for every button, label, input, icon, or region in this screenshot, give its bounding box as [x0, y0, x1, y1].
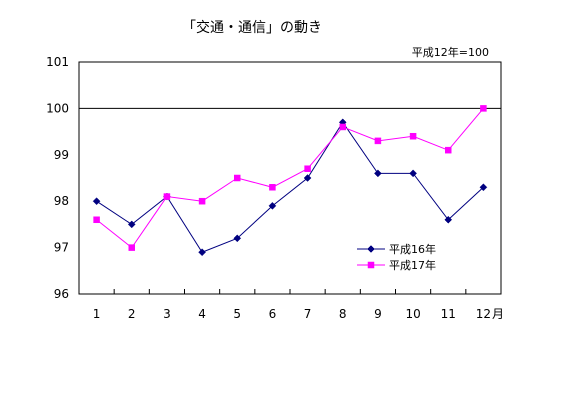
legend-label: 平成17年	[389, 258, 436, 272]
x-tick-label: 11	[441, 307, 456, 321]
legend-item: 平成17年	[357, 258, 436, 272]
series-1-point	[479, 183, 488, 192]
x-axis-unit: 月	[492, 307, 504, 321]
x-tick-label: 9	[374, 307, 382, 321]
series-1-point	[374, 169, 382, 178]
x-tick-label: 4	[198, 307, 206, 321]
series-1-point	[233, 234, 242, 243]
series-1-point	[444, 215, 453, 224]
series-2-point	[374, 137, 382, 145]
series-2-point	[409, 132, 417, 140]
y-tick-label: 97	[54, 241, 69, 255]
series-2-point	[93, 216, 100, 224]
series-1-point	[303, 174, 312, 182]
y-tick-label: 96	[54, 287, 69, 301]
series-2	[93, 105, 487, 251]
series-1-point	[92, 197, 101, 206]
y-tick-label: 100	[46, 101, 69, 115]
series-1-point	[409, 169, 417, 178]
x-tick-label: 2	[128, 307, 136, 321]
series-2-point	[198, 197, 206, 205]
series-1	[92, 118, 488, 257]
series-1-point	[198, 248, 206, 257]
series-2-point	[339, 123, 346, 131]
base-year-note: 平成12年=100	[412, 45, 489, 59]
series-2-point	[304, 165, 311, 172]
y-tick-label: 99	[54, 148, 69, 162]
x-tick-label: 10	[405, 307, 420, 321]
y-tick-label: 98	[54, 194, 69, 208]
x-tick-label: 12	[476, 307, 491, 321]
series-1-point	[127, 220, 136, 229]
series-2-point	[163, 193, 171, 200]
x-tick-label: 6	[269, 307, 277, 321]
legend-item: 平成16年	[357, 242, 436, 256]
x-tick-label: 7	[304, 307, 312, 321]
legend-marker	[367, 245, 375, 253]
legend-label: 平成16年	[389, 242, 436, 256]
series-2-point	[128, 244, 135, 251]
series-2-line	[96, 108, 484, 249]
x-tick-label: 3	[163, 307, 171, 321]
series-2-point	[480, 105, 487, 112]
series-1-point	[268, 201, 277, 210]
legend-marker	[367, 261, 375, 269]
series-1-line	[96, 121, 484, 253]
x-tick-label: 5	[233, 307, 241, 321]
x-tick-label: 8	[339, 307, 347, 321]
series-2-point	[269, 184, 276, 191]
series-2-point	[234, 174, 241, 182]
series-2-point	[445, 146, 452, 154]
y-tick-label: 101	[46, 55, 69, 69]
chart-title: 「交通・通信」の動き	[182, 19, 322, 36]
x-tick-label: 1	[93, 307, 101, 321]
